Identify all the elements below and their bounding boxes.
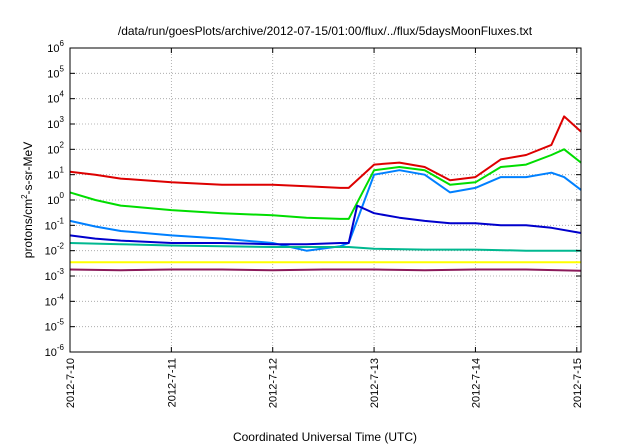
x-axis: 2012-7-10 2012-7-11 2012-7-12 2012-7-13 2012…	[65, 48, 584, 408]
y-tick-exponent: -5	[57, 318, 65, 327]
y-tick-exponent: 5	[60, 64, 65, 73]
y-tick-exponent: 4	[60, 90, 65, 99]
y-tick-label: 10-2	[45, 242, 65, 258]
y-tick-base: 10	[45, 296, 57, 308]
y-tick-label: 101	[47, 166, 64, 182]
y-tick-label: 10-5	[45, 318, 65, 334]
x-tick-label: 2012-7-13	[369, 358, 381, 408]
series-line-3	[69, 169, 582, 252]
x-tick-label: 2012-7-10	[65, 358, 77, 408]
y-tick-exponent: 3	[60, 115, 65, 124]
y-tick-exponent: 1	[60, 166, 65, 175]
y-axis-label: protons/cm2-s-sr-MeV	[20, 142, 35, 258]
series-line-4	[69, 204, 582, 246]
y-tick-base: 10	[45, 220, 57, 232]
y-tick-label: 10-1	[45, 216, 65, 232]
y-tick-label: 104	[47, 90, 64, 106]
y-tick-base: 10	[47, 144, 59, 156]
y-tick-base: 10	[45, 347, 57, 359]
y-tick-base: 10	[45, 322, 57, 334]
y-tick-exponent: -3	[57, 267, 65, 276]
y-tick-base: 10	[47, 43, 59, 55]
y-axis-label-sup: 2	[20, 194, 29, 199]
y-tick-base: 10	[45, 246, 57, 258]
y-axis: 10-610-510-410-310-210-11001011021031041…	[45, 39, 581, 359]
series-line-7	[69, 268, 582, 272]
y-tick-exponent: 0	[60, 191, 65, 200]
x-tick-label: 2012-7-11	[166, 358, 178, 407]
chart-title: /data/run/goesPlots/archive/2012-07-15/0…	[118, 24, 533, 38]
y-tick-base: 10	[47, 94, 59, 106]
x-axis-label: Coordinated Universal Time (UTC)	[233, 430, 417, 444]
y-tick-label: 102	[47, 140, 64, 156]
series-group	[69, 115, 582, 272]
y-tick-base: 10	[47, 119, 59, 131]
x-tick-label: 2012-7-14	[470, 358, 482, 408]
y-tick-label: 10-6	[45, 343, 65, 359]
y-tick-exponent: -4	[57, 292, 65, 301]
series-line-1	[69, 115, 582, 189]
y-tick-exponent: -1	[57, 216, 65, 225]
x-tick-label: 2012-7-15	[572, 358, 584, 408]
y-tick-label: 10-3	[45, 267, 65, 283]
x-tick-label: 2012-7-12	[268, 358, 280, 408]
grid	[70, 48, 581, 352]
y-tick-exponent: 6	[60, 39, 65, 48]
y-axis-label-rest: -s-sr-MeV	[21, 142, 35, 195]
y-tick-base: 10	[47, 68, 59, 80]
y-tick-label: 106	[47, 39, 64, 55]
series-line-5	[69, 242, 581, 252]
y-tick-exponent: -6	[57, 343, 65, 352]
y-tick-label: 10-4	[45, 292, 65, 308]
y-tick-label: 100	[47, 191, 64, 207]
y-tick-label: 105	[47, 64, 64, 80]
y-tick-exponent: 2	[60, 140, 65, 149]
y-tick-base: 10	[47, 170, 59, 182]
y-tick-label: 103	[47, 115, 64, 131]
series-line-2	[69, 148, 582, 220]
y-tick-base: 10	[47, 195, 59, 207]
y-tick-base: 10	[45, 271, 57, 283]
y-axis-label-base: protons/cm	[21, 199, 35, 258]
y-tick-exponent: -2	[57, 242, 65, 251]
